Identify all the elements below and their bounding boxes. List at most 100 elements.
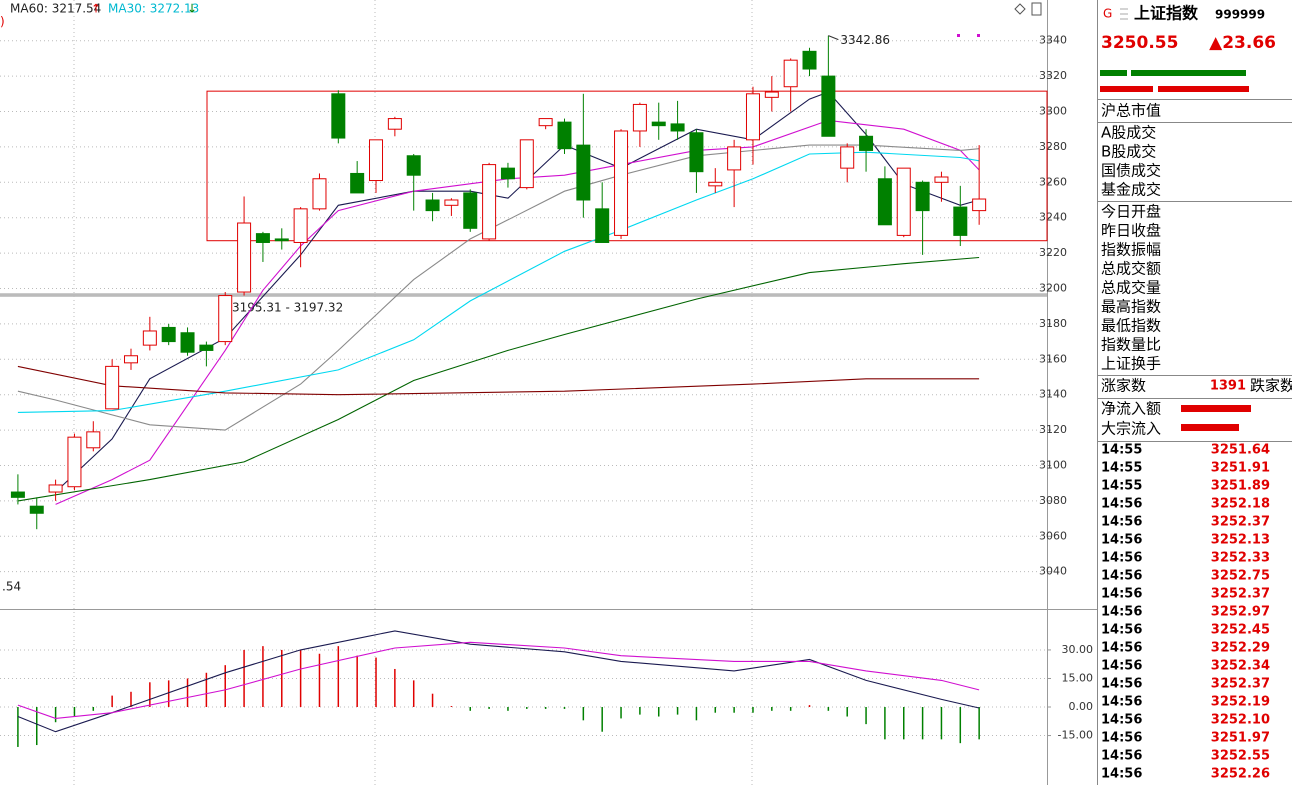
quote-price: 3250.55 (1101, 33, 1178, 53)
tick-price: 3251.97 (1211, 731, 1270, 746)
field-label: 今日开盘 (1101, 203, 1161, 221)
max-pointer (828, 35, 839, 41)
y-tick-label: 3240 (1039, 211, 1067, 224)
candle-body (519, 139, 534, 189)
candle-body (406, 155, 421, 176)
legend-label: MA60: 3217.54 (10, 2, 101, 16)
candle-body (821, 75, 836, 137)
y-tick-label: -15.00 (1058, 729, 1093, 742)
time-grid (73, 0, 753, 785)
tick-price: 3251.89 (1211, 479, 1270, 494)
max-label: 3342.86 (840, 33, 890, 47)
tick-price: 3252.13 (1211, 533, 1270, 548)
candle-body (312, 178, 327, 210)
field-label: 指数振幅 (1101, 241, 1161, 259)
tick-price: 3252.26 (1211, 767, 1270, 782)
field-label: 最高指数 (1101, 298, 1161, 316)
flow-label: 大宗流入 (1101, 420, 1161, 438)
tick-time: 14:56 (1101, 569, 1142, 584)
candle-body (105, 365, 120, 410)
tick-time: 14:56 (1101, 587, 1142, 602)
tick-time: 14:56 (1101, 713, 1142, 728)
tick-price: 3251.91 (1211, 461, 1270, 476)
candle-body (10, 491, 25, 498)
ma-line (17, 641, 980, 719)
tick-price: 3252.34 (1211, 659, 1270, 674)
marker-dot (977, 34, 980, 37)
tick-price: 3252.37 (1211, 587, 1270, 602)
legend-arrow: ↓ (187, 2, 197, 16)
field-label: 总成交量 (1101, 279, 1161, 297)
y-tick-label: 3140 (1039, 388, 1067, 401)
candle-body (651, 121, 666, 127)
text-fragment: .54 (2, 580, 21, 594)
flow-bar (1181, 405, 1251, 412)
field-label: 基金成交 (1101, 181, 1161, 199)
candle-body (482, 164, 497, 240)
candle-body (840, 146, 855, 169)
y-tick-label: 3300 (1039, 105, 1067, 118)
flow-label: 净流入额 (1101, 400, 1161, 418)
candle-body (745, 93, 760, 141)
candle-body (538, 118, 553, 127)
candle-body (557, 121, 572, 150)
ma-line (17, 151, 980, 413)
y-tick-label: 3280 (1039, 140, 1067, 153)
tick-time: 14:56 (1101, 695, 1142, 710)
candle-body (500, 167, 515, 180)
candle-body (708, 181, 723, 187)
tick-time: 14:56 (1101, 605, 1142, 620)
y-tick-label: 3160 (1039, 352, 1067, 365)
y-tick-label: 30.00 (1062, 643, 1094, 656)
candle-body (595, 208, 610, 243)
candle-body (161, 326, 176, 343)
y-tick-label: 15.00 (1062, 671, 1094, 684)
volume-bar (1158, 86, 1249, 92)
volume-bar (1100, 86, 1153, 92)
icon-diamond[interactable] (1014, 3, 1026, 15)
tick-time: 14:56 (1101, 515, 1142, 530)
y-tick-label: 3100 (1039, 458, 1067, 471)
marker-dot (957, 34, 960, 37)
field-label: A股成交 (1101, 124, 1156, 142)
candle-body (425, 199, 440, 212)
candle-body (896, 167, 911, 236)
field-label: 上证换手 (1101, 355, 1161, 373)
candle-body (670, 123, 685, 132)
ma-line (17, 256, 980, 502)
tick-time: 14:55 (1101, 443, 1142, 458)
quote-name: 上证指数 (1134, 4, 1199, 23)
y-tick-label: 3200 (1039, 281, 1067, 294)
legend-label: MA30: 3272.13 (108, 2, 199, 16)
candle-body (86, 431, 101, 449)
volume-bar (1100, 70, 1127, 76)
candle-body (877, 178, 892, 226)
quote-code: 999999 (1215, 8, 1265, 22)
tick-time: 14:55 (1101, 461, 1142, 476)
candle-body (783, 59, 798, 88)
tick-time: 14:56 (1101, 641, 1142, 656)
candle-body (199, 344, 214, 351)
tick-time: 14:56 (1101, 533, 1142, 548)
side-panel: 沪总市值 A股成交B股成交国债成交基金成交今日开盘昨日收盘指数振幅总成交额总成交量… (1101, 102, 1270, 782)
candle-body (972, 198, 987, 212)
candle-body (123, 355, 138, 364)
field-label: 指数量比 (1101, 336, 1161, 354)
tick-time: 14:56 (1101, 551, 1142, 566)
field-label: 昨日收盘 (1101, 222, 1161, 240)
tick-price: 3252.19 (1211, 695, 1270, 710)
tick-price: 3252.33 (1211, 551, 1270, 566)
field-label: 总成交额 (1101, 260, 1161, 278)
y-tick-label: 3180 (1039, 317, 1067, 330)
tick-price: 3252.75 (1211, 569, 1270, 584)
menu-icon[interactable] (1120, 8, 1128, 20)
breadth-label: 跌家数 (1250, 377, 1292, 395)
candle-body (142, 330, 157, 346)
tick-price: 3252.29 (1211, 641, 1270, 656)
icon-window[interactable] (1031, 2, 1042, 16)
field-label: 国债成交 (1101, 162, 1161, 180)
level-band (0, 293, 1047, 297)
tick-time: 14:55 (1101, 479, 1142, 494)
candle-body (274, 238, 289, 242)
